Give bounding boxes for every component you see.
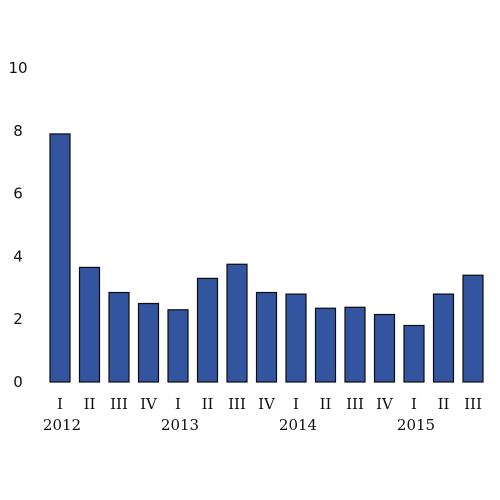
bar (344, 306, 366, 383)
bar (255, 291, 278, 383)
x-axis-year-labels: 2012 2013 2014 2015 (43, 416, 435, 434)
bar (285, 293, 307, 383)
x-year-label: 2012 (43, 416, 81, 434)
x-tick-label: II (84, 395, 96, 413)
bar (49, 133, 71, 383)
bar (108, 291, 130, 383)
x-year-label: 2015 (397, 416, 435, 434)
bar (196, 277, 219, 383)
x-tick-label: I (175, 395, 181, 413)
bar (373, 313, 396, 383)
x-tick-label: III (464, 395, 482, 413)
x-year-label: 2013 (161, 416, 199, 434)
x-tick-label: IV (140, 395, 158, 413)
bar (167, 309, 189, 383)
bar (314, 307, 337, 383)
x-tick-label: I (411, 395, 417, 413)
bar (78, 266, 101, 383)
bars (49, 133, 484, 383)
x-axis-category-labels: I II III IV I II III IV I II III IV I II III (57, 395, 482, 413)
y-tick-label: 8 (13, 122, 23, 140)
y-tick-label: 10 (8, 59, 27, 77)
y-tick-label: 2 (13, 310, 23, 328)
x-tick-label: III (110, 395, 128, 413)
x-year-label: 2014 (279, 416, 317, 434)
y-tick-label: 4 (13, 247, 23, 265)
y-axis-tick-labels: 0 2 4 6 8 10 (8, 59, 27, 391)
x-tick-label: III (228, 395, 246, 413)
x-tick-label: III (346, 395, 364, 413)
bar (137, 302, 160, 383)
bar (403, 324, 425, 383)
y-tick-label: 0 (13, 373, 23, 391)
x-tick-label: I (293, 395, 299, 413)
x-tick-label: IV (376, 395, 394, 413)
x-tick-label: IV (258, 395, 276, 413)
bar (226, 263, 248, 383)
bar (432, 293, 455, 383)
y-tick-label: 6 (13, 185, 23, 203)
bar (462, 274, 484, 383)
x-tick-label: II (438, 395, 450, 413)
x-tick-label: II (320, 395, 332, 413)
x-tick-label: I (57, 395, 63, 413)
x-tick-label: II (202, 395, 214, 413)
